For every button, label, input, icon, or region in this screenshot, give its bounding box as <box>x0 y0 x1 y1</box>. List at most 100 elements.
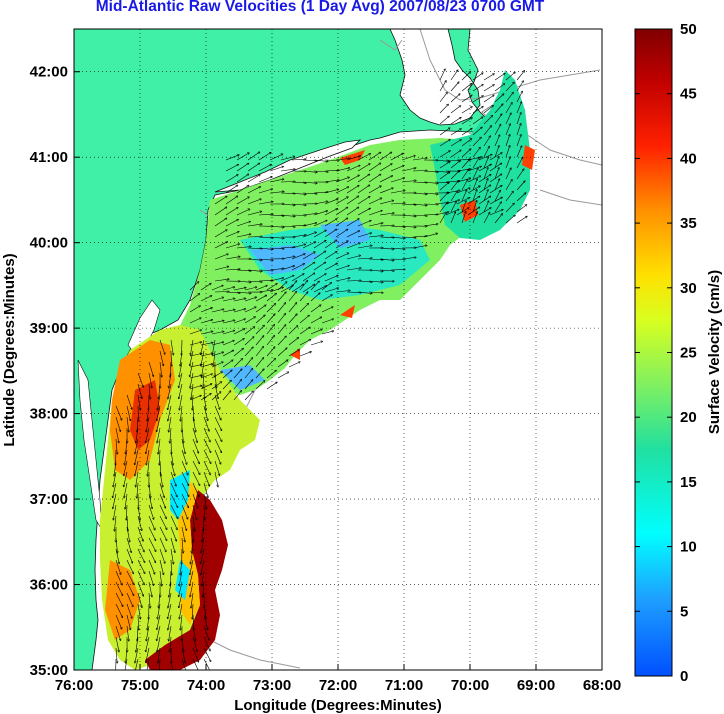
velocity-arrow <box>115 570 122 585</box>
velocity-arrow <box>201 559 205 575</box>
velocity-arrow <box>478 175 491 183</box>
velocity-arrow <box>115 636 119 652</box>
velocity-arrow <box>324 160 339 161</box>
x-tick-label: 68:00 <box>583 677 621 694</box>
velocity-arrow <box>203 394 206 410</box>
velocity-arrow <box>203 471 209 486</box>
velocity-arrow <box>335 241 348 249</box>
velocity-arrow <box>288 338 298 346</box>
velocity-arrow <box>222 391 231 401</box>
velocity-arrow <box>214 471 218 487</box>
velocity-arrow <box>291 181 306 183</box>
velocity-arrow <box>313 220 327 227</box>
velocity-arrow <box>137 416 138 432</box>
velocity-arrow <box>115 614 122 629</box>
velocity-arrow <box>124 471 128 487</box>
velocity-arrow <box>181 537 183 553</box>
velocity-arrow <box>192 471 200 485</box>
velocity-arrow <box>483 168 488 180</box>
velocity-arrow <box>483 179 488 191</box>
velocity-arrow <box>288 314 297 324</box>
velocity-arrow <box>203 515 204 531</box>
velocity-arrow <box>200 320 213 324</box>
velocity-arrow <box>489 153 502 161</box>
velocity-arrow <box>401 168 416 172</box>
velocity-arrow <box>472 201 477 213</box>
velocity-arrow <box>157 614 161 630</box>
x-tick-label: 70:00 <box>451 677 489 694</box>
velocity-arrow <box>483 136 490 147</box>
velocity-arrow <box>181 460 188 475</box>
velocity-arrow <box>159 559 164 575</box>
velocity-arrow <box>483 190 488 202</box>
velocity-arrow <box>299 303 308 313</box>
velocity-arrow <box>461 169 469 180</box>
velocity-arrow <box>201 548 205 564</box>
velocity-arrow <box>313 262 326 271</box>
velocity-arrow <box>135 460 139 476</box>
velocity-arrow <box>236 153 249 161</box>
velocity-arrow <box>401 225 416 227</box>
colorbar-tick-label: 20 <box>680 409 697 426</box>
velocity-arrow <box>516 205 527 213</box>
velocity-arrow <box>277 325 286 335</box>
velocity-arrow <box>439 92 447 103</box>
velocity-arrow <box>203 482 208 498</box>
velocity-arrow <box>159 526 167 540</box>
velocity-arrow <box>494 168 499 180</box>
velocity-arrow <box>192 438 199 453</box>
velocity-arrow <box>179 603 183 619</box>
velocity-arrow <box>181 636 184 652</box>
colorbar-tick-label: 45 <box>680 86 697 103</box>
velocity-arrow <box>472 107 483 114</box>
colorbar <box>634 28 673 677</box>
velocity-arrow <box>214 267 229 271</box>
velocity-arrow <box>324 263 337 271</box>
velocity-arrow <box>180 405 183 421</box>
velocity-arrow <box>423 224 438 227</box>
velocity-arrow <box>222 370 232 379</box>
velocity-arrow <box>423 233 438 238</box>
velocity-arrow <box>280 193 295 194</box>
velocity-arrow <box>461 139 472 147</box>
velocity-arrow <box>439 202 447 213</box>
velocity-arrow <box>390 203 405 204</box>
velocity-arrow <box>335 278 350 282</box>
velocity-arrow <box>113 471 117 487</box>
velocity-arrow <box>505 92 513 103</box>
velocity-arrow <box>203 581 205 597</box>
velocity-arrow <box>236 247 251 249</box>
velocity-arrow <box>346 156 360 161</box>
velocity-arrow <box>203 449 211 463</box>
velocity-arrow <box>461 149 471 158</box>
velocity-arrow <box>321 307 333 313</box>
velocity-arrow <box>277 348 287 357</box>
velocity-arrow <box>192 449 199 464</box>
velocity-arrow <box>478 154 492 161</box>
velocity-arrow <box>313 251 326 260</box>
velocity-arrow <box>137 372 143 387</box>
velocity-arrow <box>159 592 161 608</box>
velocity-arrow <box>494 146 499 158</box>
velocity-arrow <box>368 236 383 238</box>
y-tick-label: 37:00 <box>30 491 68 508</box>
velocity-arrow <box>461 72 471 81</box>
velocity-arrow <box>302 242 316 249</box>
colorbar-tick-label: 10 <box>680 539 697 556</box>
velocity-arrow <box>192 625 196 641</box>
velocity-arrow <box>247 199 261 205</box>
velocity-arrow <box>137 383 142 399</box>
velocity-arrow <box>159 361 162 377</box>
velocity-arrow <box>233 298 246 302</box>
velocity-arrow <box>211 321 224 324</box>
velocity-arrow <box>233 380 242 390</box>
velocity-arrow <box>179 383 183 399</box>
velocity-arrow <box>126 548 133 563</box>
velocity-arrow <box>379 164 392 172</box>
velocity-arrow <box>379 270 394 271</box>
velocity-arrow <box>269 192 284 194</box>
velocity-arrow <box>148 372 152 388</box>
velocity-arrow <box>302 160 317 161</box>
velocity-arrow <box>450 117 461 125</box>
velocity-arrow <box>190 570 194 586</box>
